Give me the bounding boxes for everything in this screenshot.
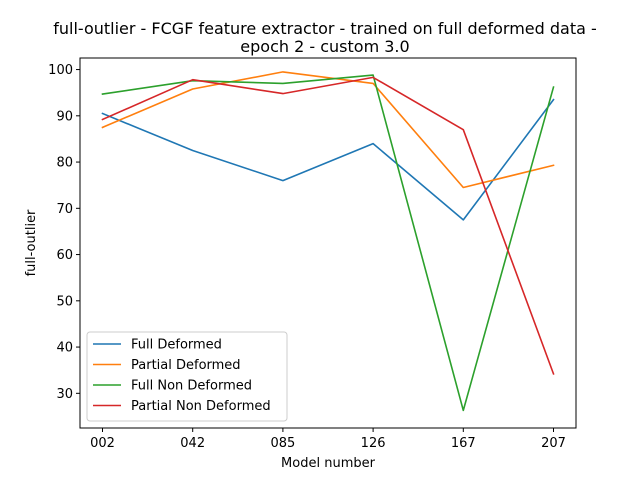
y-tick-label: 60 [56,248,73,263]
legend: Full Deformed Partial Deformed Full Non De… [86,331,288,422]
series-line-full-non-deformed [101,74,555,412]
y-tick-label: 90 [56,109,73,124]
legend-label-full-deformed: Full Deformed [131,338,222,353]
y-tick-label: 70 [56,202,73,217]
x-tick-label: 042 [180,436,205,451]
chart-title-line-1: full-outlier - FCGF feature extractor - … [53,19,597,38]
y-tick-label: 40 [56,341,73,356]
legend-label-partial-non-deformed: Partial Non Deformed [131,399,271,414]
x-axis-ticks: 002 042 085 126 167 207 [90,428,566,451]
x-axis-label: Model number [281,456,376,471]
legend-box [86,331,288,422]
series-line-partial-deformed [101,71,555,189]
series-line-partial-non-deformed [101,76,555,375]
y-tick-label: 80 [56,156,73,171]
x-tick-label: 126 [361,436,386,451]
series-line-full-deformed [101,98,555,221]
x-tick-label: 002 [90,436,115,451]
x-tick-label: 167 [451,436,476,451]
legend-label-full-non-deformed: Full Non Deformed [131,379,252,394]
series-lines [101,71,555,412]
y-tick-label: 50 [56,294,73,309]
x-tick-label: 085 [270,436,295,451]
y-tick-label: 30 [56,387,73,402]
legend-label-partial-deformed: Partial Deformed [131,358,241,373]
y-axis-ticks: 30 40 50 60 70 80 90 100 [48,63,80,402]
y-axis-label: full-outlier [24,209,39,276]
chart-title-line-2: epoch 2 - custom 3.0 [240,37,409,56]
x-tick-label: 207 [541,436,566,451]
plot-frame [79,57,577,429]
y-tick-label: 100 [48,63,73,78]
